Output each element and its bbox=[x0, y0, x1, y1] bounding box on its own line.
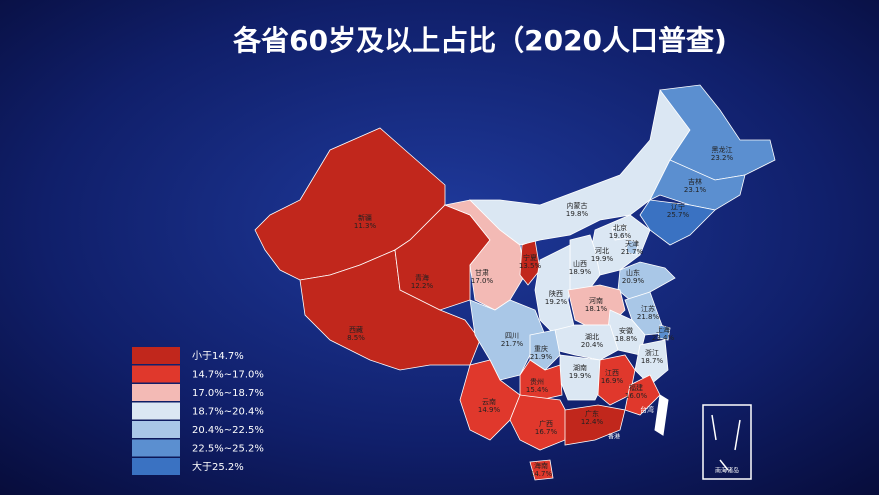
province-name: 山西 bbox=[573, 259, 587, 268]
province-name: 湖北 bbox=[585, 332, 599, 341]
province-name: 辽宁 bbox=[671, 202, 685, 211]
province-value: 19.9% bbox=[569, 372, 592, 380]
province-value: 21.7% bbox=[501, 340, 524, 348]
province-name: 江西 bbox=[605, 369, 619, 377]
legend: 小于14.7% 14.7%~17.0% 17.0%~18.7% 18.7%~20.4%… bbox=[132, 347, 264, 475]
province-value: 19.8% bbox=[566, 210, 589, 218]
province-name: 山东 bbox=[626, 268, 640, 277]
legend-label: 14.7%~17.0% bbox=[192, 370, 264, 381]
legend-swatch bbox=[132, 365, 180, 383]
province-name: 安徽 bbox=[619, 326, 633, 335]
province-region bbox=[634, 339, 669, 386]
province-name: 西藏 bbox=[349, 325, 363, 334]
province-value: 23.1% bbox=[684, 186, 707, 194]
taiwan-label: 台湾 bbox=[640, 405, 654, 414]
province-value: 19.9% bbox=[591, 255, 614, 263]
province-region bbox=[624, 374, 661, 416]
province-value: 14.9% bbox=[478, 406, 501, 414]
legend-label: 22.5%~25.2% bbox=[192, 444, 264, 455]
province-value: 16.0% bbox=[625, 392, 648, 400]
province-name: 海南 bbox=[534, 461, 548, 470]
province-value: 14.7% bbox=[530, 470, 553, 478]
legend-swatch bbox=[132, 421, 180, 438]
province-value: 18.1% bbox=[585, 305, 608, 313]
province-value: 18.8% bbox=[615, 335, 638, 343]
province-value: 21.9% bbox=[530, 353, 553, 361]
legend-label: 17.0%~18.7% bbox=[192, 388, 264, 399]
province-value: 13.5% bbox=[519, 262, 542, 270]
province-name: 福建 bbox=[629, 383, 643, 392]
province-value: 25.7% bbox=[667, 211, 690, 219]
province-region bbox=[529, 459, 554, 481]
province-value: 11.3% bbox=[354, 222, 377, 230]
inset-label: 南海诸岛 bbox=[715, 467, 739, 475]
province-value: 17.0% bbox=[471, 277, 494, 285]
province-value: 20.4% bbox=[581, 341, 604, 349]
province-name: 贵州 bbox=[530, 377, 544, 386]
province-name: 甘肃 bbox=[475, 268, 489, 277]
province-value: 18.9% bbox=[569, 268, 592, 276]
province-name: 陕西 bbox=[549, 289, 563, 298]
legend-swatch bbox=[132, 458, 180, 475]
province-value: 23.2% bbox=[711, 154, 734, 162]
province-name: 广东 bbox=[585, 409, 599, 418]
province-name: 天津 bbox=[625, 240, 639, 248]
province-value: 19.6% bbox=[609, 232, 632, 240]
legend-label: 18.7%~20.4% bbox=[192, 407, 264, 418]
province-value: 18.7% bbox=[641, 357, 664, 365]
province-value: 21.8% bbox=[637, 313, 660, 321]
province-value: 8.5% bbox=[347, 334, 365, 342]
province-region bbox=[639, 199, 716, 246]
province-name: 浙江 bbox=[645, 348, 659, 357]
province-region bbox=[625, 239, 639, 256]
legend-swatch bbox=[132, 347, 180, 364]
province-name: 江苏 bbox=[641, 304, 655, 313]
province-name: 河北 bbox=[595, 247, 609, 255]
province-region bbox=[564, 404, 626, 446]
legend-label: 20.4%~22.5% bbox=[192, 425, 264, 436]
province-name: 新疆 bbox=[358, 213, 372, 222]
province-value: 15.4% bbox=[526, 386, 549, 394]
legend-swatch bbox=[132, 439, 180, 457]
province-region bbox=[529, 329, 561, 371]
taiwan-region bbox=[654, 394, 669, 436]
province-value: 12.2% bbox=[411, 282, 434, 290]
province-region bbox=[657, 324, 671, 341]
province-name: 北京 bbox=[613, 223, 627, 232]
province-value: 23.4% bbox=[652, 334, 675, 342]
province-name: 吉林 bbox=[688, 177, 702, 186]
province-value: 12.4% bbox=[581, 418, 604, 426]
province-name: 宁夏 bbox=[523, 253, 537, 262]
province-value: 19.2% bbox=[545, 298, 568, 306]
province-name: 广西 bbox=[539, 419, 553, 428]
province-value: 16.9% bbox=[601, 377, 624, 385]
province-name: 重庆 bbox=[534, 344, 548, 353]
province-name: 上海 bbox=[656, 325, 670, 334]
province-name: 河南 bbox=[589, 296, 603, 305]
province-name: 内蒙古 bbox=[567, 201, 588, 210]
province-value: 20.9% bbox=[622, 277, 645, 285]
province-value: 21.7% bbox=[621, 248, 644, 256]
inset-islands bbox=[711, 414, 741, 471]
legend-label: 小于14.7% bbox=[192, 350, 244, 362]
province-name: 湖南 bbox=[573, 363, 587, 372]
province-value: 16.7% bbox=[535, 428, 558, 436]
province-name: 云南 bbox=[482, 397, 496, 406]
map: 新疆11.3%西藏8.5%青海12.2%甘肃17.0%宁夏13.5%内蒙古19.… bbox=[254, 84, 776, 481]
legend-swatch bbox=[132, 384, 180, 401]
province-region bbox=[659, 84, 776, 181]
legend-label: 大于25.2% bbox=[192, 460, 244, 473]
legend-swatch bbox=[132, 402, 180, 420]
province-region bbox=[611, 224, 629, 241]
province-name: 青海 bbox=[415, 273, 429, 282]
province-name: 黑龙江 bbox=[712, 145, 733, 154]
inset-box bbox=[702, 404, 752, 480]
province-name: 四川 bbox=[505, 332, 519, 340]
title: 各省60岁及以上占比（2020人口普查) bbox=[232, 24, 727, 57]
hongkong-label: 香港 bbox=[608, 433, 620, 441]
